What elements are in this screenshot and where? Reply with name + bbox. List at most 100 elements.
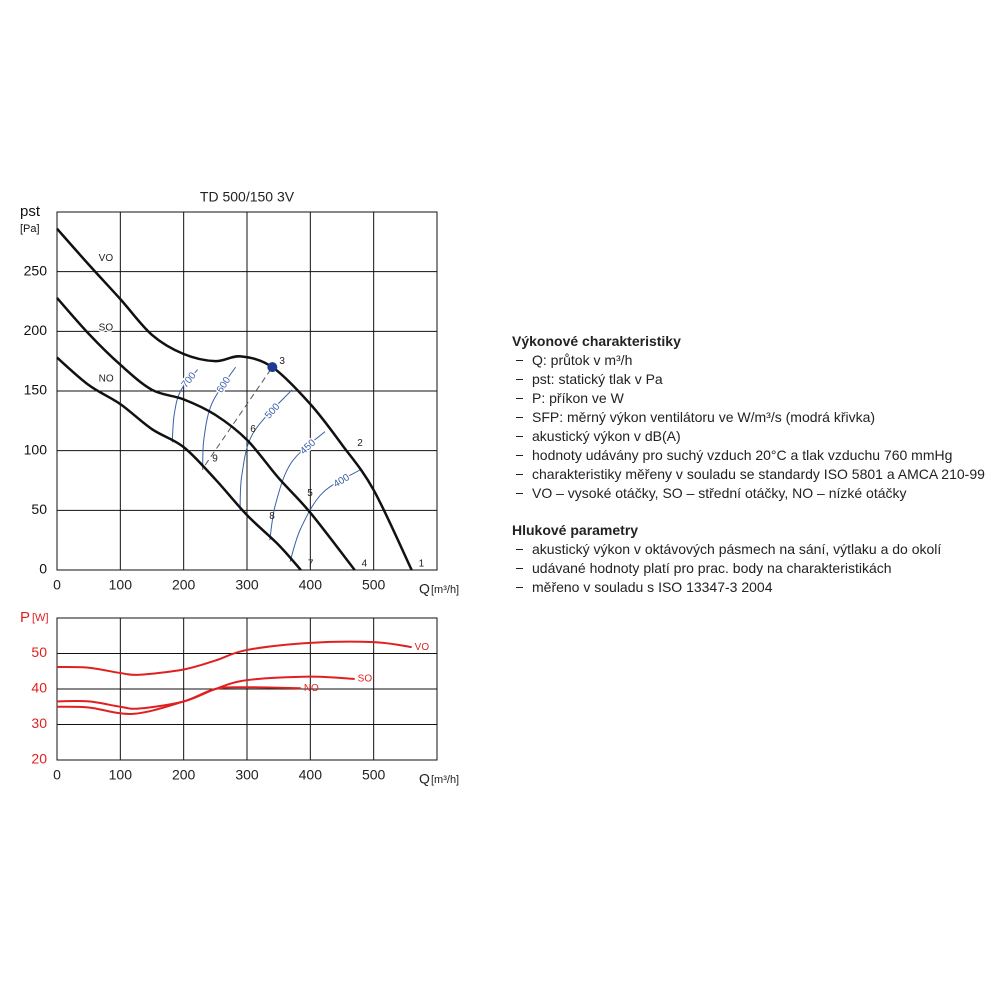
bullet — [516, 360, 523, 361]
note-item: pst: statický tlak v Pa — [512, 370, 992, 389]
y-tick-label: 250 — [24, 262, 48, 278]
series-line — [56, 686, 301, 715]
y-tick-label: 30 — [31, 715, 47, 731]
point-label: 3 — [279, 356, 285, 367]
bullet — [516, 493, 523, 494]
x-axis-label: Q — [419, 581, 430, 597]
bullet — [516, 587, 523, 588]
point-label: 8 — [269, 511, 275, 522]
notes-heading: Hlukové parametry — [512, 522, 639, 538]
x-tick-label: 200 — [172, 767, 196, 783]
sfp-curve — [202, 366, 237, 470]
note-item: měřeno v souladu s ISO 13347-3 2004 — [512, 578, 992, 597]
y-axis-label: pst — [20, 203, 41, 220]
x-axis-unit: [m³/h] — [431, 584, 459, 596]
point-label: 6 — [250, 424, 256, 435]
x-tick-label: 0 — [53, 577, 61, 593]
note-text: pst: statický tlak v Pa — [532, 371, 663, 387]
note-text: VO – vysoké otáčky, SO – střední otáčky,… — [532, 485, 907, 501]
point-label: 4 — [362, 559, 368, 570]
y-axis-unit: [Pa] — [20, 223, 40, 235]
x-tick-label: 500 — [362, 767, 386, 783]
bullet — [516, 568, 523, 569]
x-tick-label: 300 — [235, 577, 259, 593]
series-label: NO — [99, 374, 114, 385]
notes-list: akustický výkon v oktávových pásmech na … — [512, 540, 992, 597]
bullet — [516, 417, 523, 418]
y-axis-label: P — [20, 609, 30, 626]
note-item: charakteristiky měřeny v souladu se stan… — [512, 465, 992, 484]
notes: Výkonové charakteristiky Q: průtok v m³/… — [512, 332, 992, 615]
note-item: akustický výkon v dB(A) — [512, 427, 992, 446]
bullet — [516, 379, 523, 380]
note-text: P: příkon ve W — [532, 390, 624, 406]
bullet — [516, 455, 523, 456]
chart-title: TD 500/150 3V — [200, 189, 295, 205]
bullet — [516, 436, 523, 437]
y-tick-label: 50 — [31, 644, 47, 660]
point-label: 2 — [357, 438, 363, 449]
x-tick-label: 200 — [172, 577, 196, 593]
x-axis-unit: [m³/h] — [431, 774, 459, 786]
x-tick-label: 300 — [235, 767, 259, 783]
y-tick-label: 200 — [24, 322, 48, 338]
bullet — [516, 549, 523, 550]
series-line — [56, 356, 302, 571]
note-text: hodnoty udávány pro suchý vzduch 20°C a … — [532, 447, 953, 463]
sfp-label: 500 — [263, 401, 283, 421]
sfp-label: 600 — [215, 375, 234, 395]
point-label: 9 — [212, 454, 218, 465]
series-label: SO — [358, 674, 373, 685]
x-tick-label: 100 — [109, 767, 133, 783]
note-text: akustický výkon v oktávových pásmech na … — [532, 541, 942, 557]
x-tick-label: 400 — [299, 767, 323, 783]
operating-point — [267, 362, 278, 373]
series-label: NO — [304, 683, 319, 694]
sfp-curve — [239, 389, 293, 511]
note-text: udávané hodnoty platí pro prac. body na … — [532, 560, 892, 576]
y-tick-label: 20 — [31, 751, 47, 767]
notes-list: Q: průtok v m³/h pst: statický tlak v Pa P… — [512, 351, 992, 503]
note-item: SFP: měrný výkon ventilátoru ve W/m³/s (… — [512, 408, 992, 427]
series-line — [56, 227, 413, 571]
series-line — [56, 640, 412, 676]
note-item: akustický výkon v oktávových pásmech na … — [512, 540, 992, 559]
sfp-curve — [171, 369, 198, 443]
y-tick-label: 150 — [24, 382, 48, 398]
note-text: SFP: měrný výkon ventilátoru ve W/m³/s (… — [532, 409, 876, 425]
y-axis-unit: [W] — [32, 612, 49, 624]
note-text: akustický výkon v dB(A) — [532, 428, 681, 444]
note-item: P: příkon ve W — [512, 389, 992, 408]
note-text: měřeno v souladu s ISO 13347-3 2004 — [532, 579, 773, 595]
y-tick-label: 50 — [31, 501, 47, 517]
bullet — [516, 398, 523, 399]
note-text: charakteristiky měřeny v souladu se stan… — [532, 466, 985, 482]
note-text: Q: průtok v m³/h — [532, 352, 633, 368]
notes-heading: Výkonové charakteristiky — [512, 333, 681, 349]
x-axis-label: Q — [419, 771, 430, 787]
y-tick-label: 100 — [24, 441, 48, 457]
sfp-curve — [269, 431, 326, 541]
point-label: 7 — [308, 559, 314, 570]
series-label: VO — [99, 253, 114, 264]
series-label: SO — [99, 322, 114, 333]
point-label: 1 — [419, 559, 425, 570]
note-item: hodnoty udávány pro suchý vzduch 20°C a … — [512, 446, 992, 465]
series-line — [56, 297, 356, 571]
x-tick-label: 500 — [362, 577, 386, 593]
bullet — [516, 474, 523, 475]
sfp-label: 400 — [332, 472, 352, 490]
note-item: Q: průtok v m³/h — [512, 351, 992, 370]
note-item: VO – vysoké otáčky, SO – střední otáčky,… — [512, 484, 992, 503]
sfp-label: 450 — [298, 437, 318, 457]
x-tick-label: 0 — [53, 767, 61, 783]
x-tick-label: 400 — [299, 577, 323, 593]
series-label: VO — [415, 642, 430, 653]
note-item: udávané hodnoty platí pro prac. body na … — [512, 559, 992, 578]
x-tick-label: 100 — [109, 577, 133, 593]
sfp-curve — [289, 469, 361, 562]
point-label: 5 — [307, 488, 313, 499]
y-tick-label: 0 — [39, 561, 47, 577]
